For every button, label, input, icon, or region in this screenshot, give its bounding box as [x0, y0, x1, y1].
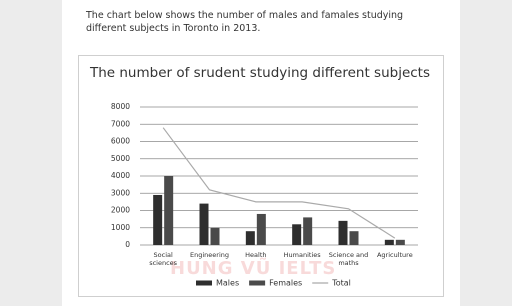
- x-tick-label: Social sciences: [149, 251, 178, 267]
- y-tick-label: 8000: [111, 102, 130, 111]
- x-tick-label: Agriculture: [376, 251, 413, 259]
- bar: [210, 227, 220, 245]
- y-tick-label: 2000: [111, 206, 130, 215]
- legend-label: Males: [216, 279, 239, 288]
- bar: [292, 224, 302, 245]
- chart-title: The number of srudent studying different…: [89, 65, 430, 81]
- bar: [164, 176, 174, 245]
- bar: [153, 194, 163, 245]
- y-tick-label: 1000: [111, 223, 130, 232]
- bar: [199, 203, 209, 245]
- y-tick-label: 6000: [111, 137, 130, 146]
- intro-text: The chart below shows the number of male…: [86, 10, 404, 34]
- chart-frame: [78, 55, 444, 297]
- y-tick-label: 0: [125, 240, 130, 249]
- legend-swatch: [196, 280, 212, 286]
- legend-label: Females: [269, 279, 302, 288]
- bar: [384, 239, 394, 245]
- x-tick-label: Science and maths: [328, 251, 369, 267]
- card: [62, 0, 460, 306]
- y-tick-label: 5000: [111, 154, 130, 163]
- bar: [256, 213, 266, 245]
- total-line: [162, 127, 396, 239]
- legend-label: Total: [331, 279, 351, 288]
- legend-swatch: [249, 280, 266, 286]
- x-tick-label: Engineering: [190, 251, 229, 259]
- bar: [338, 220, 348, 245]
- watermark: HUNG VŨ IELTS: [170, 258, 337, 279]
- y-tick-label: 4000: [111, 171, 130, 180]
- x-tick-label: Health: [245, 251, 267, 259]
- bar: [395, 239, 405, 245]
- y-tick-label: 7000: [111, 119, 130, 128]
- y-tick-label: 3000: [111, 188, 130, 197]
- bar: [303, 217, 313, 245]
- bar: [349, 231, 359, 245]
- x-tick-label: Humanities: [283, 251, 321, 259]
- bar: [245, 231, 255, 245]
